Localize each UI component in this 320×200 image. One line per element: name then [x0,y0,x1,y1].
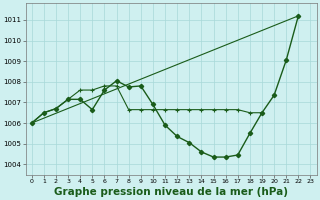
X-axis label: Graphe pression niveau de la mer (hPa): Graphe pression niveau de la mer (hPa) [54,187,288,197]
